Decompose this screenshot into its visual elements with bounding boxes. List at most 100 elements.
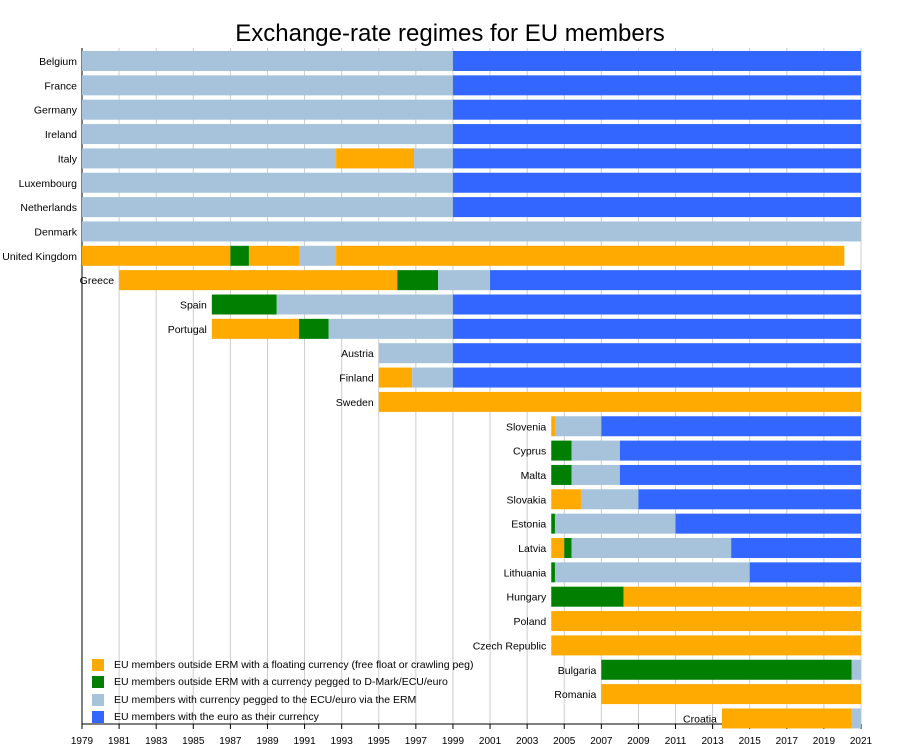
- bar-segment-euro: [619, 440, 861, 461]
- bar-segment-erm: [571, 464, 620, 485]
- x-tick-label: 2009: [627, 736, 650, 747]
- bar-segment-float: [378, 391, 861, 412]
- x-tick-label: 2021: [850, 736, 873, 747]
- bar-segment-euro: [452, 172, 861, 193]
- bar-segment-euro: [601, 416, 861, 437]
- country-label: France: [44, 80, 77, 92]
- bar-segment-erm: [571, 538, 732, 558]
- bar-segment-erm: [571, 440, 620, 461]
- country-label: Slovakia: [507, 494, 547, 506]
- legend-label-peg: EU members outside ERM with a currency p…: [114, 676, 448, 689]
- bar-segment-euro: [452, 343, 861, 364]
- country-row-sweden: Sweden: [336, 391, 861, 412]
- bar-segment-float: [551, 416, 555, 437]
- x-tick-label: 1999: [442, 736, 465, 747]
- country-label: Sweden: [336, 397, 374, 409]
- bar-segment-euro: [452, 367, 861, 388]
- bar-segment-erm: [82, 124, 453, 145]
- legend-swatch-peg: [92, 676, 104, 689]
- bar-segment-erm: [82, 75, 453, 96]
- country-label: Malta: [521, 470, 547, 482]
- bar-segment-float: [336, 245, 845, 266]
- country-row-france: France: [44, 75, 861, 96]
- country-row-slovakia: Slovakia: [507, 489, 861, 510]
- bar-segment-peg: [551, 513, 555, 534]
- bar-segment-float: [623, 586, 861, 607]
- country-row-denmark: Denmark: [34, 221, 861, 242]
- bar-segment-erm: [82, 148, 337, 169]
- country-label: Finland: [339, 373, 374, 385]
- country-row-hungary: Hungary: [507, 586, 861, 607]
- country-row-poland: Poland: [514, 611, 861, 632]
- x-tick-label: 2005: [553, 736, 576, 747]
- legend-label-float: EU members outside ERM with a floating c…: [114, 658, 474, 671]
- country-row-czech-republic: Czech Republic: [473, 635, 861, 656]
- bar-segment-euro: [675, 513, 861, 534]
- bar-segment-erm: [414, 148, 453, 169]
- country-label: Czech Republic: [473, 640, 547, 652]
- bar-segment-euro: [452, 75, 861, 96]
- country-row-germany: Germany: [34, 99, 861, 120]
- bar-segment-erm: [438, 270, 491, 291]
- bar-segment-erm: [82, 51, 453, 71]
- bar-segment-float: [211, 318, 300, 339]
- chart-title: Exchange-rate regimes for EU members: [235, 20, 665, 47]
- bar-segment-euro: [749, 562, 861, 583]
- country-row-bulgaria: Bulgaria: [558, 659, 861, 680]
- bar-segment-peg: [211, 294, 277, 315]
- country-row-cyprus: Cyprus: [513, 440, 861, 461]
- bar-segment-euro: [619, 464, 861, 485]
- country-row-spain: Spain: [180, 294, 861, 315]
- country-row-austria: Austria: [341, 343, 861, 364]
- country-label: Denmark: [34, 226, 77, 238]
- country-label: Poland: [514, 616, 547, 628]
- country-row-slovenia: Slovenia: [506, 416, 861, 437]
- bar-segment-float: [551, 635, 861, 656]
- country-label: Luxembourg: [19, 178, 78, 190]
- country-row-belgium: Belgium: [39, 51, 861, 71]
- country-label: Germany: [34, 105, 78, 117]
- country-label: Slovenia: [506, 421, 546, 433]
- legend-swatch-euro: [92, 711, 104, 724]
- legend-item-peg: EU members outside ERM with a currency p…: [92, 674, 473, 692]
- bar-segment-peg: [564, 538, 572, 558]
- x-tick-label: 2017: [776, 736, 799, 747]
- x-tick-label: 1981: [108, 736, 131, 747]
- x-tick-label: 2019: [813, 736, 836, 747]
- x-tick-label: 2003: [516, 736, 539, 747]
- country-label: Ireland: [45, 129, 77, 141]
- country-label: Lithuania: [504, 567, 547, 579]
- legend-item-float: EU members outside ERM with a floating c…: [92, 656, 473, 674]
- bar-segment-peg: [551, 586, 624, 607]
- bar-segment-erm: [851, 659, 861, 680]
- bar-segment-erm: [328, 318, 453, 339]
- bar-segment-erm: [412, 367, 453, 388]
- country-row-luxembourg: Luxembourg: [19, 172, 861, 193]
- bar-segment-erm: [82, 221, 861, 242]
- bar-segment-euro: [731, 538, 861, 558]
- x-tick-label: 1991: [293, 736, 316, 747]
- country-row-greece: Greece: [80, 270, 861, 291]
- x-tick-label: 2001: [479, 736, 502, 747]
- bar-segment-peg: [551, 562, 555, 583]
- bar-segment-peg: [601, 659, 852, 680]
- country-row-malta: Malta: [521, 464, 861, 485]
- country-label: Portugal: [168, 324, 207, 336]
- bar-segment-euro: [452, 318, 861, 339]
- bar-segment-float: [378, 367, 413, 388]
- country-label: Hungary: [507, 592, 547, 604]
- bar-segment-peg: [551, 464, 572, 485]
- bar-segment-float: [551, 538, 565, 558]
- bar-segment-float: [601, 684, 861, 705]
- country-row-croatia: Croatia: [683, 708, 861, 729]
- x-tick-label: 1985: [182, 736, 205, 747]
- bar-segment-erm: [82, 197, 453, 218]
- bar-segment-euro: [452, 51, 861, 71]
- country-label: Romania: [554, 689, 596, 701]
- bar-segment-peg: [299, 318, 329, 339]
- bar-segment-float: [119, 270, 398, 291]
- country-label: Belgium: [39, 56, 77, 68]
- country-label: Spain: [180, 300, 207, 312]
- country-label: Latvia: [518, 543, 546, 555]
- x-tick-label: 1993: [331, 736, 354, 747]
